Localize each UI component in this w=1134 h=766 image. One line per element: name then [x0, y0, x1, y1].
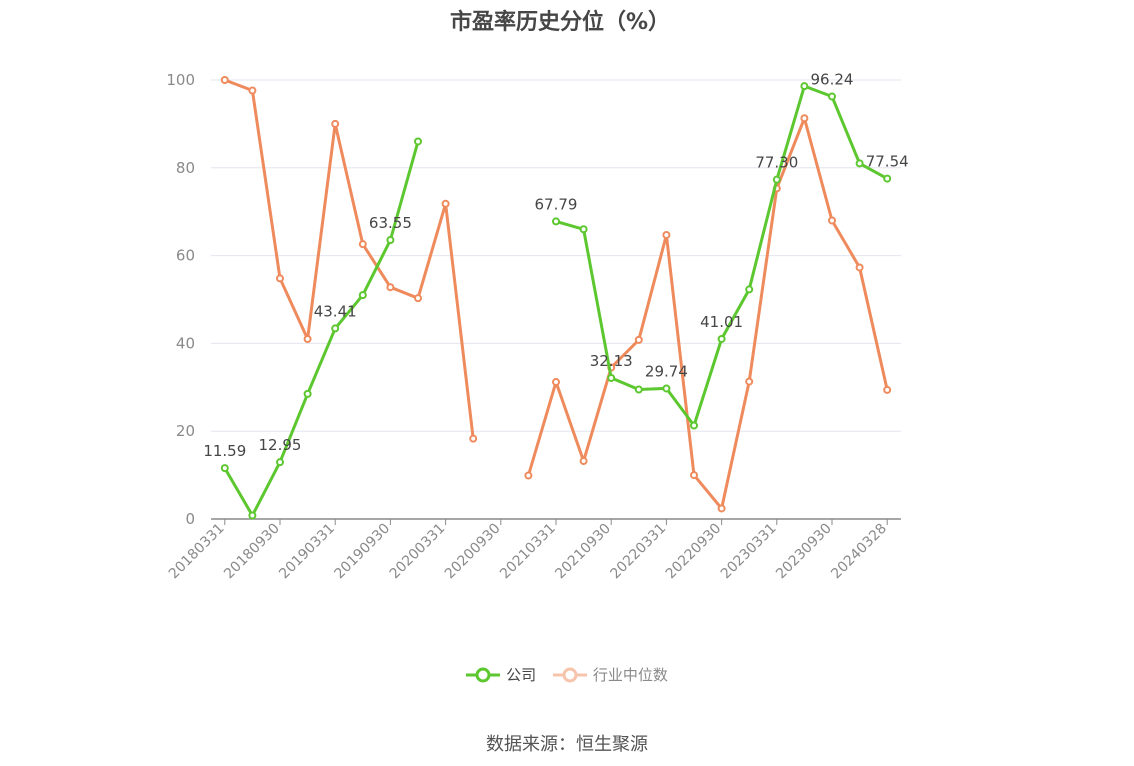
data-point[interactable]: [441, 199, 450, 208]
data-point[interactable]: [607, 373, 616, 382]
data-point[interactable]: [800, 114, 809, 123]
data-point[interactable]: [386, 283, 395, 292]
data-point[interactable]: [414, 137, 422, 146]
x-tick-label: 20230930: [773, 521, 835, 583]
data-point[interactable]: [220, 76, 229, 84]
data-point[interactable]: [331, 119, 340, 128]
data-point[interactable]: [800, 82, 809, 91]
x-tick-label: 20190331: [276, 521, 338, 583]
data-point[interactable]: [745, 377, 754, 386]
y-tick-label: 80: [176, 159, 195, 177]
data-point[interactable]: [358, 291, 367, 300]
legend-label-company: 公司: [506, 666, 537, 684]
data-point[interactable]: [745, 285, 754, 294]
x-tick-label: 20190930: [332, 521, 394, 583]
legend-label-industry: 行业中位数: [592, 666, 668, 684]
series-line: [223, 78, 475, 441]
legend-item-company[interactable]: 公司: [466, 664, 536, 685]
data-point[interactable]: [717, 504, 726, 513]
data-label: 11.59: [203, 442, 246, 460]
data-point[interactable]: [579, 457, 588, 466]
series-line: [223, 140, 420, 517]
data-point[interactable]: [883, 385, 892, 394]
data-point[interactable]: [717, 334, 726, 343]
data-point[interactable]: [552, 378, 560, 387]
y-tick-label: 20: [176, 422, 195, 440]
data-point[interactable]: [855, 159, 864, 168]
data-label: 67.79: [535, 195, 578, 213]
x-tick-label: 20210930: [552, 521, 614, 583]
legend-item-industry[interactable]: 行业中位数: [552, 664, 668, 685]
data-point[interactable]: [276, 458, 284, 467]
data-label: 77.54: [866, 153, 909, 171]
legend-swatch-company: [466, 667, 501, 682]
x-tick-label: 20230331: [718, 521, 780, 583]
series-line: [526, 116, 889, 510]
series-industry: [220, 76, 892, 513]
x-tick-label: 20200930: [442, 521, 504, 583]
data-point[interactable]: [828, 92, 836, 101]
data-point[interactable]: [248, 511, 257, 520]
x-tick-label: 20220331: [608, 521, 670, 583]
data-point[interactable]: [662, 230, 671, 239]
chart-title: 市盈率历史分位（%）: [449, 10, 671, 35]
data-label: 96.24: [811, 71, 854, 89]
data-point[interactable]: [634, 335, 643, 344]
data-point[interactable]: [276, 274, 284, 283]
data-point[interactable]: [883, 174, 892, 183]
data-label: 41.01: [700, 313, 743, 331]
y-tick-label: 40: [176, 334, 195, 352]
y-tick-label: 0: [185, 510, 195, 528]
data-point[interactable]: [634, 385, 643, 394]
data-point[interactable]: [552, 217, 560, 226]
y-tick-label: 100: [166, 71, 195, 89]
x-tick-label: 20220930: [663, 521, 725, 583]
axes: 0 20 40 60 80 100 2018033120180930201903312019…: [166, 71, 901, 582]
data-label: 12.95: [259, 436, 302, 454]
data-point[interactable]: [248, 86, 257, 95]
data-point[interactable]: [469, 434, 478, 443]
data-label: 43.41: [314, 302, 357, 320]
data-label: 29.74: [645, 362, 688, 380]
data-point[interactable]: [303, 389, 312, 398]
legend: 公司 行业中位数: [0, 664, 1134, 688]
data-point[interactable]: [690, 471, 698, 480]
data-point[interactable]: [855, 263, 864, 272]
source-note: 数据来源：恒生聚源: [486, 734, 648, 755]
x-tick-label: 20200331: [387, 521, 449, 583]
data-point[interactable]: [358, 240, 367, 249]
series-company: [220, 82, 892, 520]
x-tick-label: 20210331: [497, 521, 559, 583]
data-labels: 11.59 12.95 43.41 63.55 67.79 32.13 29.74 41.01…: [203, 71, 908, 461]
data-label: 63.55: [369, 214, 412, 232]
data-point[interactable]: [690, 421, 698, 430]
data-point[interactable]: [662, 384, 671, 393]
data-point[interactable]: [579, 225, 588, 234]
grid-lines: [211, 79, 901, 432]
chart-plot: 0 20 40 60 80 100 2018033120180930201903312019…: [166, 71, 909, 583]
data-label: 77.30: [755, 154, 798, 172]
data-point[interactable]: [828, 216, 836, 225]
x-tick-label: 20180331: [166, 521, 228, 583]
data-point[interactable]: [386, 236, 395, 245]
data-point[interactable]: [303, 335, 312, 344]
data-point[interactable]: [772, 175, 781, 184]
x-tick-label: 20180930: [221, 521, 283, 583]
legend-swatch-industry: [552, 667, 587, 682]
data-point[interactable]: [331, 324, 340, 333]
data-point[interactable]: [220, 464, 229, 473]
data-point[interactable]: [524, 471, 533, 480]
y-tick-label: 60: [176, 247, 195, 265]
data-label: 32.13: [590, 352, 633, 370]
series: [220, 76, 892, 520]
data-point[interactable]: [414, 294, 422, 303]
x-tick-label: 20240328: [828, 521, 890, 583]
